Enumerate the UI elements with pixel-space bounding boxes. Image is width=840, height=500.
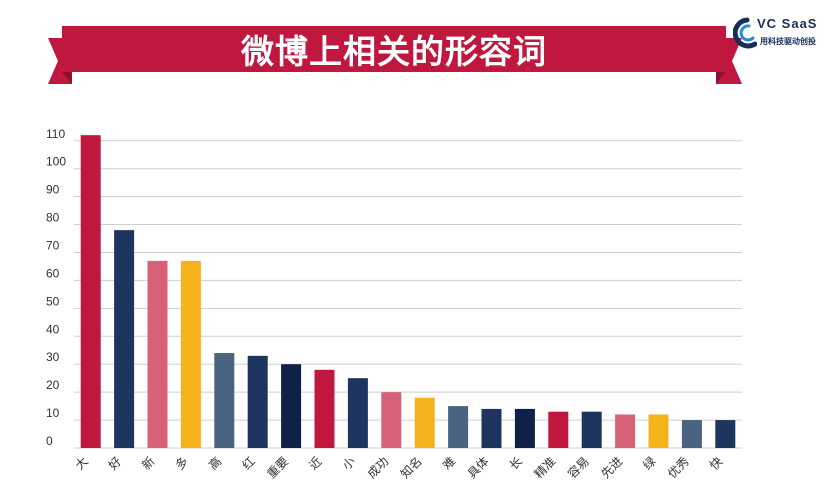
ribbon-fold-right [716,72,726,84]
chart-title: 微博上相关的形容词 [241,32,547,71]
x-tick-label: 难 [440,454,458,472]
x-tick-label: 好 [106,454,124,472]
x-tick-label: 新 [139,454,158,473]
banner-ribbon [48,26,742,84]
bar [481,408,502,448]
bar [214,353,235,448]
bar [147,260,168,448]
vc-saas-logo: VC SaaS 用科技驱动创投 [733,14,838,54]
y-tick-label: 10 [46,406,60,420]
bar [548,411,569,448]
x-tick-label: 具体 [465,454,492,481]
x-tick-label: 绿 [640,454,659,473]
x-tick-label: 大 [72,454,90,472]
bar [681,420,702,448]
ribbon-main [62,26,726,72]
x-tick-label: 重要 [264,454,291,481]
bar [448,406,469,448]
x-tick-label: 多 [173,454,191,472]
x-tick-label: 快 [707,454,725,472]
bar [314,369,335,448]
bar [715,420,736,448]
bar [615,414,636,448]
x-tick-label: 优秀 [665,454,692,481]
ribbon-fold-left [62,72,72,84]
bar [114,230,135,448]
logo-tagline: 用科技驱动创投 [760,37,816,46]
y-tick-label: 100 [46,155,66,169]
y-tick-label: 50 [46,294,60,308]
bar [347,378,368,448]
bar [281,364,302,448]
x-tick-label: 容易 [564,454,592,482]
y-tick-label: 0 [46,434,53,448]
y-tick-label: 110 [46,127,65,141]
bar [414,397,435,448]
bar [514,408,535,448]
title-banner: 微博上相关的形容词 [0,0,840,100]
y-tick-label: 70 [46,238,60,252]
x-tick-label: 红 [239,454,258,473]
logo-brand: VC SaaS [757,16,818,31]
x-tick-label: 高 [205,454,224,473]
y-tick-label: 40 [46,322,60,336]
x-tick-label: 长 [507,454,525,472]
bar [381,392,402,448]
y-tick-label: 90 [46,183,60,197]
bar [648,414,669,448]
y-tick-label: 60 [46,266,60,280]
x-tick-label: 精准 [532,454,559,481]
bar [581,411,602,448]
x-tick-label: 成功 [365,454,392,481]
x-tick-label: 先进 [598,454,625,481]
bar [247,355,268,448]
bar [80,135,101,448]
logo-mark-icon [733,17,757,49]
x-tick-label: 近 [306,454,324,472]
y-tick-label: 20 [46,378,60,392]
x-tick-label: 小 [340,454,358,472]
y-tick-label: 30 [46,350,60,364]
y-tick-label: 80 [46,211,60,225]
bar [180,260,201,448]
x-tick-label: 知名 [397,454,425,482]
